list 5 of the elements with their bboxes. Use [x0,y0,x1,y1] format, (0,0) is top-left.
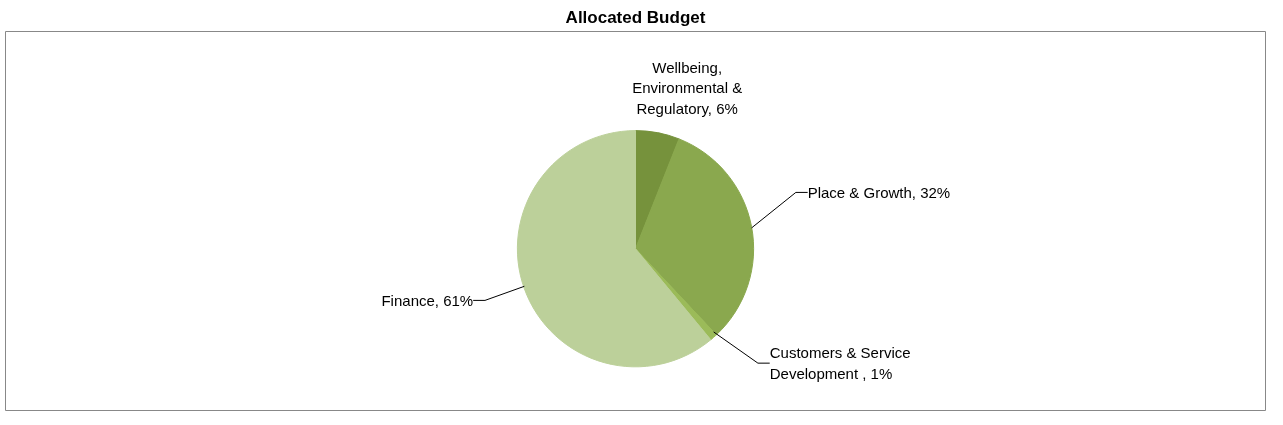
slice-label: Wellbeing, Environmental & Regulatory, 6% [632,58,743,117]
slice-label: Place & Growth, 32% [807,183,951,201]
chart-title: Allocated Budget [565,7,706,27]
slice-label: Customers & Service Development , 1% [769,344,911,382]
slice-label: Finance, 61% [381,291,474,309]
